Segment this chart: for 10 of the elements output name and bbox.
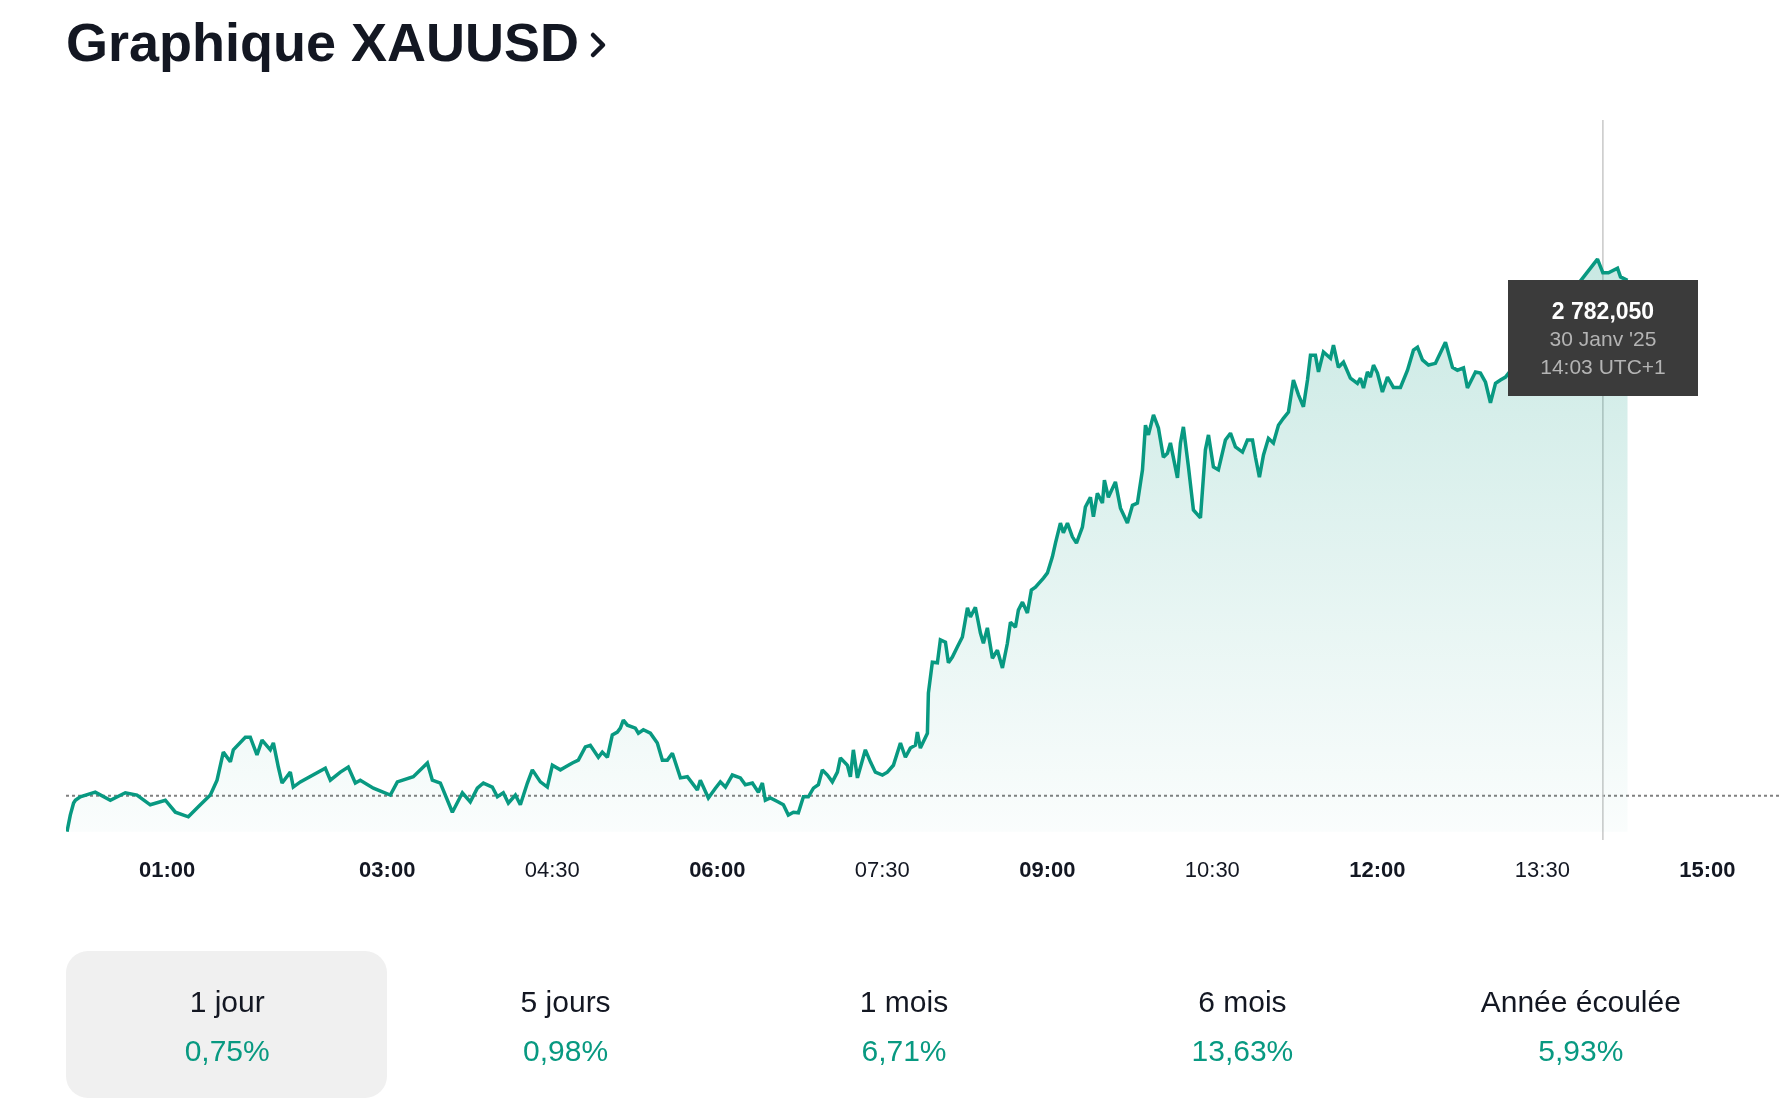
data-label: 5,93% xyxy=(1537,1033,1625,1069)
category-label: Année écoulée xyxy=(1479,984,1682,1020)
data-label: 0,75% xyxy=(183,1033,271,1069)
data-label: 6,71% xyxy=(860,1033,948,1069)
category-label: 5 jours xyxy=(519,984,612,1020)
data-label: 0,98% xyxy=(522,1033,610,1069)
category-label: 1 mois xyxy=(858,984,950,1020)
category-label: 1 jour xyxy=(188,984,266,1020)
category-label: 6 mois xyxy=(1197,984,1288,1020)
data-label: 13,63% xyxy=(1190,1033,1295,1069)
